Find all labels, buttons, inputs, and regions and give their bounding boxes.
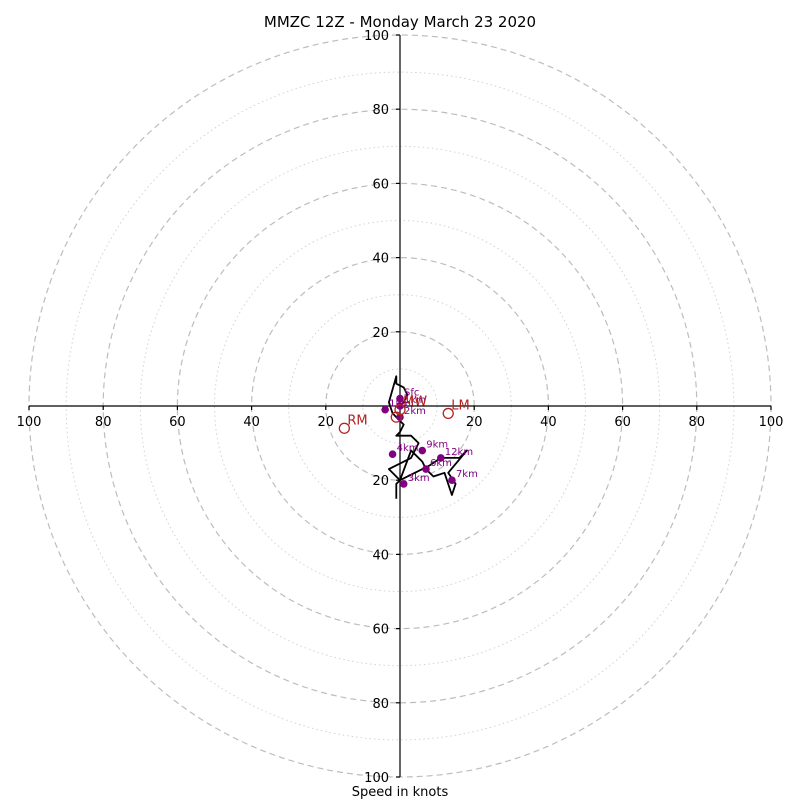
y-tick-label: 60 <box>372 177 389 192</box>
storm-motion-marker <box>338 422 351 434</box>
storm-motion-marker <box>442 407 454 420</box>
y-tick-label: 80 <box>372 103 389 118</box>
storm-motion-label: MW <box>403 395 427 410</box>
x-tick-label: 40 <box>540 415 557 430</box>
height-marker-label: 3km <box>408 473 430 484</box>
x-tick-label: 60 <box>614 415 631 430</box>
x-tick-label: 80 <box>95 415 112 430</box>
height-marker-label: 12km <box>445 447 473 458</box>
y-tick-label: 100 <box>364 29 389 44</box>
y-tick-label: 20 <box>372 474 389 489</box>
storm-motion-label: RM <box>347 413 367 428</box>
height-marker <box>396 394 404 403</box>
height-marker <box>448 476 456 485</box>
x-tick-label: 60 <box>169 415 186 430</box>
height-marker-label: Sfc <box>404 388 419 399</box>
height-marker <box>388 450 397 459</box>
y-tick-label: 80 <box>372 697 389 712</box>
height-marker <box>437 454 445 462</box>
y-tick-label: 20 <box>372 326 389 341</box>
y-tick-label: 40 <box>372 252 389 267</box>
storm-motion-markers: RM LM MW <box>338 395 470 434</box>
x-axis-label: Speed in knots <box>352 785 449 800</box>
height-marker-label: 7km <box>456 469 478 480</box>
x-tick-label: 100 <box>759 415 784 430</box>
y-tick-label: 60 <box>372 623 389 638</box>
x-tick-label: 40 <box>243 415 260 430</box>
x-tick-label: 80 <box>689 415 706 430</box>
height-marker-label: 1km <box>404 395 426 406</box>
x-tick-label: 20 <box>318 415 335 430</box>
height-marker-label: 6km <box>430 458 452 469</box>
x-tick-label: 20 <box>466 415 483 430</box>
tick-labels: 100 80 60 40 20 20 40 60 80 100 100 80 60 40 20 20 40 60 8… <box>17 29 784 786</box>
chart-title: MMZC 12Z - Monday March 23 2020 <box>264 13 536 31</box>
height-marker <box>418 446 427 455</box>
height-marker-label: 4km <box>397 443 419 454</box>
height-marker-label: 2km <box>404 406 426 417</box>
hodograph-line <box>387 375 468 499</box>
storm-motion-marker <box>390 411 402 423</box>
storm-motion-label: LM <box>451 398 469 413</box>
height-marker <box>422 465 430 473</box>
height-marker <box>396 413 404 421</box>
height-marker <box>399 480 408 488</box>
height-marker <box>381 405 389 414</box>
y-tick-label: 100 <box>364 771 389 786</box>
hodograph-trace <box>387 375 468 499</box>
height-marker-label: 9km <box>426 440 448 451</box>
y-tick-label: 40 <box>372 548 389 563</box>
x-tick-label: 100 <box>17 415 42 430</box>
height-marker <box>396 402 404 410</box>
